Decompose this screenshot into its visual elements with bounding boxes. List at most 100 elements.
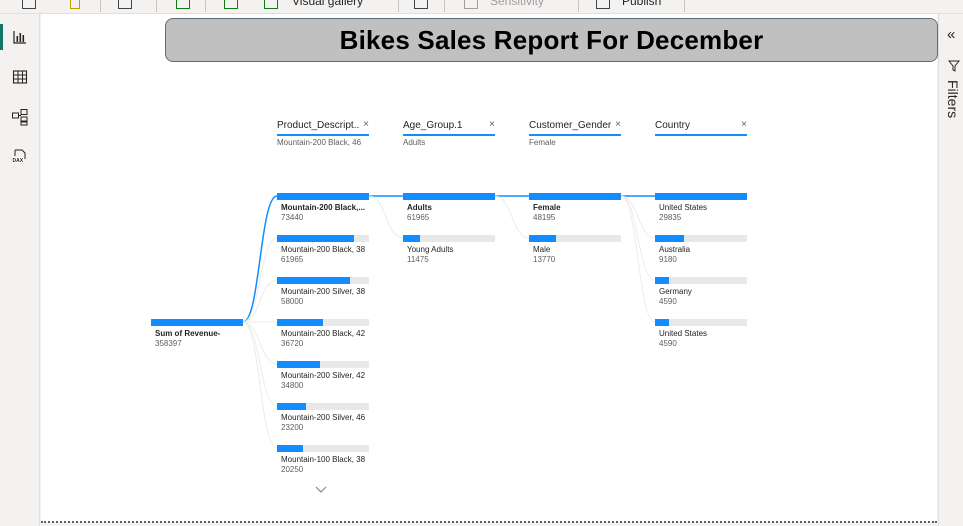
node-value: 34800 [281,381,304,390]
toolbar-divider [578,0,579,12]
node-value: 61965 [281,255,304,264]
table-view-button[interactable] [0,58,40,96]
node-value: 20250 [281,465,304,474]
remove-level-icon[interactable]: × [615,119,621,130]
node-value: 13770 [533,255,556,264]
table-insert-icon[interactable] [118,0,132,9]
tree-node-0-6[interactable]: Mountain-100 Black, 38 20250 [277,445,369,477]
tree-node-2-1[interactable]: Male 13770 [529,235,621,267]
level-header-country[interactable]: Country × [655,119,747,148]
visual-gallery-button[interactable]: Visual gallery [292,0,364,8]
tree-node-3-3[interactable]: United States 4590 [655,319,747,351]
publish-icon[interactable] [596,0,610,9]
node-bar-fill [655,319,669,326]
node-value: 48195 [533,213,556,222]
tree-node-3-2[interactable]: Germany 4590 [655,277,747,309]
expand-filters-icon[interactable]: « [947,26,956,43]
tree-node-3-0[interactable]: United States 29835 [655,193,747,225]
new-page-icon[interactable] [22,0,36,9]
level-header-underline [277,134,369,136]
node-label: Male [533,245,551,254]
node-bar-track [655,277,747,284]
node-label: Sum of Revenue- [155,329,221,338]
remove-level-icon[interactable]: × [363,119,369,130]
remove-level-icon[interactable]: × [489,119,495,130]
node-value: 4590 [659,297,677,306]
toolbar-divider [398,0,399,12]
node-bar-track [655,235,747,242]
refresh-icon[interactable] [176,0,190,9]
tree-node-0-2[interactable]: Mountain-200 Silver, 38 58000 [277,277,369,309]
tree-node-1-0[interactable]: Adults 61965 [403,193,495,225]
level-header-age-group-1[interactable]: Age_Group.1 × Adults [403,119,495,148]
tree-node-0-1[interactable]: Mountain-200 Black, 38 61965 [277,235,369,267]
node-bar-track [529,193,621,200]
node-label: Mountain-200 Black, 38 [281,245,366,254]
toolbar-divider [684,0,685,12]
paint-icon[interactable] [70,0,80,9]
node-label: Mountain-200 Silver, 46 [281,413,366,422]
model-view-button[interactable] [0,98,40,136]
node-label: Female [533,203,561,212]
node-label: United States [659,329,708,338]
node-bar-fill [529,193,621,200]
node-bar-track [277,361,369,368]
node-label: Mountain-200 Silver, 42 [281,371,366,380]
toolbar-divider [205,0,206,12]
tree-node-3-1[interactable]: Australia 9180 [655,235,747,267]
bar-chart-icon [13,31,26,44]
node-bar-fill [277,445,303,452]
tree-node-0-3[interactable]: Mountain-200 Black, 42 36720 [277,319,369,351]
node-value: 11475 [407,255,429,264]
node-bar-track [277,319,369,326]
new-visual-icon[interactable] [224,0,238,9]
node-bar-track [277,403,369,410]
dax-query-icon: DAX [12,149,26,164]
chevron-down-icon[interactable] [314,484,328,494]
node-bar-fill [655,193,747,200]
node-label: Mountain-200 Black,... [281,203,366,212]
tree-node-1-1[interactable]: Young Adults 11475 [403,235,495,267]
filter-funnel-icon[interactable] [948,60,960,72]
level-header-product-description[interactable]: Product_Descript... × Mountain-200 Black, … [277,119,369,148]
report-title-box[interactable]: Bikes Sales Report For December [165,18,938,62]
node-label: Young Adults [407,245,454,254]
level-selected-value: Female [529,138,556,147]
toolbar-divider [156,0,157,12]
tree-node-2-0[interactable]: Female 48195 [529,193,621,225]
level-selected-value: Adults [403,138,426,147]
node-bar-fill [529,235,556,242]
node-bar-fill [277,277,350,284]
node-value: 58000 [281,297,304,306]
node-bar-track [655,319,747,326]
model-icon [12,109,28,126]
node-value: 36720 [281,339,304,348]
node-value: 29835 [659,213,682,222]
tree-node-root[interactable]: Sum of Revenue- 358397 [151,319,243,351]
visual-gallery-icon[interactable] [264,0,278,9]
level-header-name: Country [655,120,691,131]
node-bar-track [277,277,369,284]
report-canvas[interactable] [41,14,937,522]
node-bar-fill [655,277,669,284]
node-bar-track [151,319,243,326]
publish-button[interactable]: Publish [622,0,662,8]
tree-node-0-0[interactable]: Mountain-200 Black,... 73440 [277,193,369,225]
node-bar-track [277,445,369,452]
filters-pane-label[interactable]: Filters [945,80,961,119]
tree-node-0-4[interactable]: Mountain-200 Silver, 42 34800 [277,361,369,393]
tree-node-0-5[interactable]: Mountain-200 Silver, 46 23200 [277,403,369,435]
filters-pane-collapsed[interactable]: « [938,14,963,526]
report-view-button[interactable] [0,18,40,56]
node-value: 4590 [659,339,677,348]
calculator-icon[interactable] [414,0,428,9]
dax-query-view-button[interactable]: DAX [0,138,40,176]
node-label: United States [659,203,708,212]
node-label: Mountain-100 Black, 38 [281,455,366,464]
node-bar-track [277,193,369,200]
level-header-name: Customer_Gender [529,120,611,131]
level-header-customer-gender[interactable]: Customer_Gender × Female [529,119,621,148]
node-label: Mountain-200 Black, 42 [281,329,366,338]
node-bar-track [403,193,495,200]
remove-level-icon[interactable]: × [741,119,747,130]
